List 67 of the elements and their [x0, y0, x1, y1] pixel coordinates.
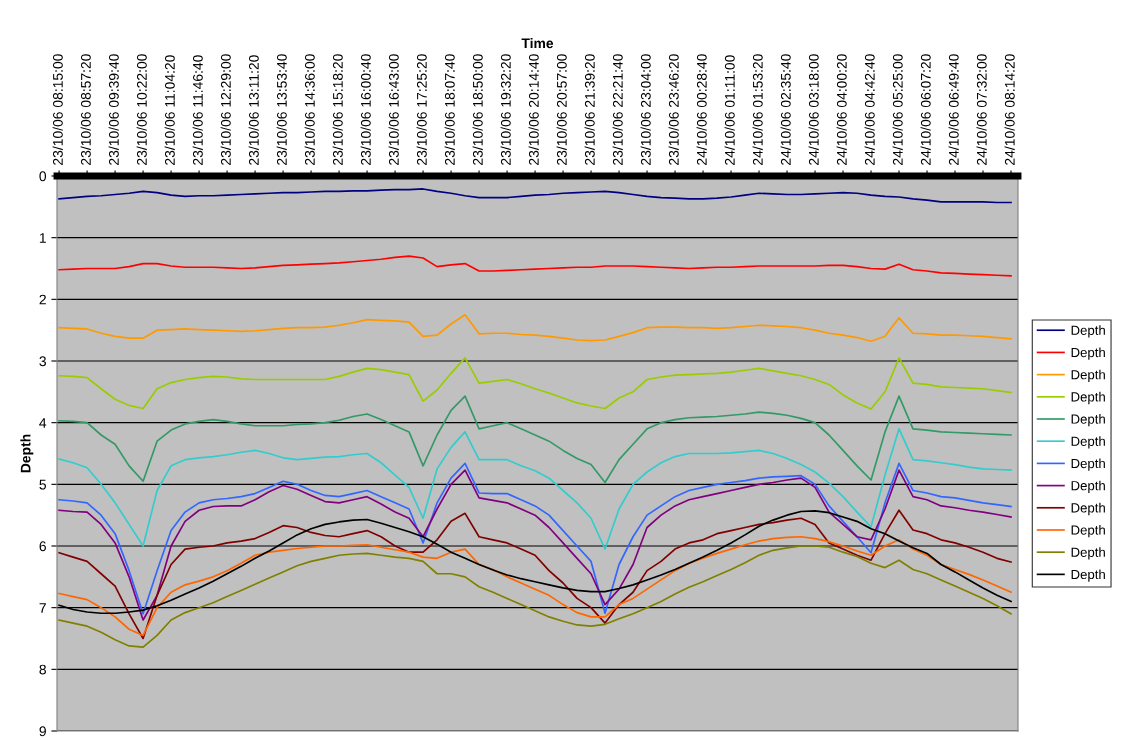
y-tick-label: 6 — [39, 541, 46, 552]
x-tick-label: 23/10/06 17:25:20 — [416, 54, 427, 165]
x-tick-label: 23/10/06 09:39:40 — [108, 54, 119, 165]
x-tick-label: 24/10/06 04:00:20 — [836, 54, 847, 165]
line-series — [58, 545, 1012, 648]
x-tick-label: 23/10/06 11:04:20 — [164, 55, 175, 165]
x-tick-label: 23/10/06 08:15:00 — [52, 54, 63, 165]
x-tick-label: 23/10/06 08:57:20 — [80, 54, 91, 165]
x-tick-label: 23/10/06 21:39:20 — [584, 54, 595, 165]
legend-label: Depth — [1071, 369, 1105, 382]
legend-label: Depth — [1071, 391, 1105, 405]
x-tick-label: 23/10/06 18:07:40 — [444, 54, 455, 165]
line-series — [58, 427, 1012, 550]
line-series — [58, 357, 1012, 410]
line-series — [58, 535, 1012, 637]
y-tick-label: 7 — [39, 603, 46, 613]
legend-label: Depth — [1071, 502, 1105, 516]
x-tick-label: 23/10/06 12:29:00 — [220, 54, 231, 165]
line-series — [58, 313, 1012, 343]
x-tick-label: 23/10/06 16:00:40 — [360, 54, 371, 165]
y-tick-label: 9 — [39, 726, 46, 737]
legend-label: Depth — [1071, 458, 1105, 471]
y-tick-label: 3 — [39, 356, 46, 367]
legend-label: Depth — [1071, 480, 1105, 493]
x-tick-label: 24/10/06 07:32:00 — [976, 54, 987, 165]
x-tick-label: 24/10/06 00:28:40 — [696, 54, 707, 165]
x-tick-label: 23/10/06 20:14:40 — [528, 54, 539, 165]
x-tick-label: 23/10/06 14:36:00 — [304, 54, 315, 165]
x-tick-label: 23/10/06 20:57:00 — [556, 54, 567, 165]
x-tick-label: 23/10/06 10:22:00 — [136, 54, 147, 165]
y-tick-label: 1 — [39, 233, 46, 243]
x-tick-label: 23/10/06 22:21:40 — [612, 54, 623, 165]
y-tick-label: 4 — [39, 418, 47, 428]
x-tick-label: 24/10/06 03:18:00 — [808, 54, 819, 165]
x-axis-title: Time — [521, 37, 554, 49]
legend-label: Depth — [1071, 569, 1105, 582]
x-tick-label: 24/10/06 08:14:20 — [1004, 54, 1015, 165]
y-axis-title: Depth — [20, 434, 34, 473]
y-tick-label: 8 — [39, 664, 46, 675]
line-series — [58, 395, 1012, 484]
legend-label: Depth — [1071, 325, 1105, 338]
x-tick-label: 23/10/06 16:43:00 — [388, 54, 399, 165]
x-tick-label: 23/10/06 19:32:20 — [500, 54, 511, 165]
y-tick-label: 0 — [39, 171, 47, 182]
x-tick-label: 24/10/06 01:11:00 — [724, 55, 735, 165]
x-tick-label: 23/10/06 23:46:20 — [668, 54, 679, 165]
x-tick-label: 24/10/06 01:53:20 — [752, 54, 763, 165]
y-tick-label: 5 — [39, 479, 46, 490]
legend-label: Depth — [1071, 525, 1105, 538]
x-tick-label: 23/10/06 23:04:00 — [640, 54, 651, 165]
y-tick-label: 2 — [39, 294, 46, 305]
line-series — [58, 188, 1012, 204]
legend-label: Depth — [1071, 547, 1105, 560]
x-tick-label: 24/10/06 04:42:40 — [864, 54, 875, 165]
x-tick-label: 23/10/06 13:53:40 — [276, 54, 287, 165]
x-tick-label: 24/10/06 02:35:40 — [780, 54, 791, 165]
line-series — [58, 255, 1012, 277]
legend-label: Depth — [1071, 436, 1105, 449]
x-tick-label: 23/10/06 13:11:20 — [248, 55, 259, 165]
legend-label: Depth — [1071, 347, 1105, 360]
x-tick-label: 24/10/06 05:25:00 — [892, 54, 903, 165]
x-tick-label: 24/10/06 06:49:40 — [948, 54, 959, 165]
x-tick-label: 23/10/06 18:50:00 — [472, 54, 483, 165]
x-tick-label: 23/10/06 11:46:40 — [192, 55, 203, 165]
legend-label: Depth — [1071, 414, 1105, 427]
x-tick-label: 24/10/06 06:07:20 — [920, 54, 931, 165]
x-tick-label: 23/10/06 15:18:20 — [332, 54, 343, 165]
